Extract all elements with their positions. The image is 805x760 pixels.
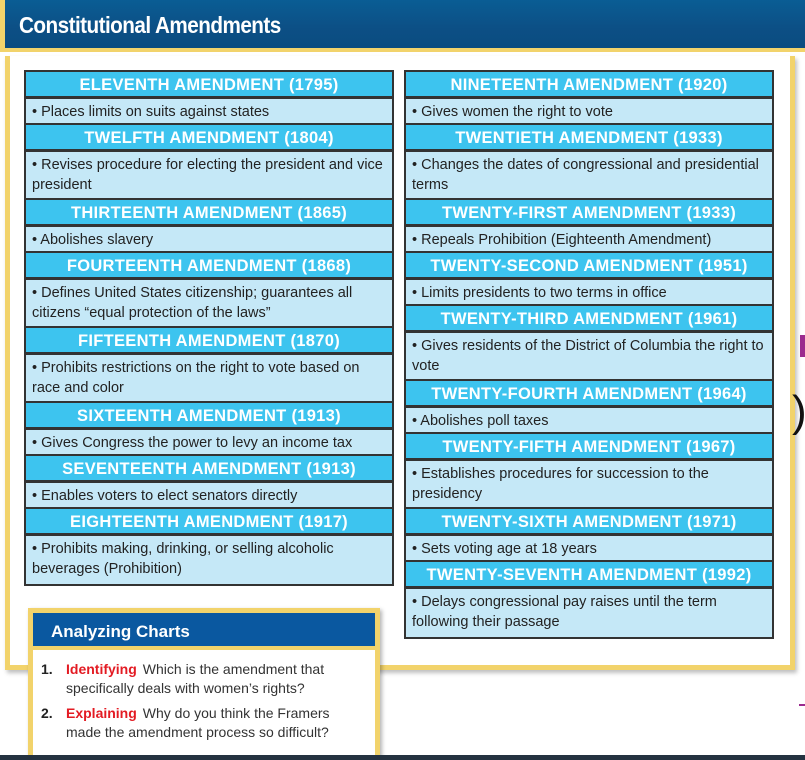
amendment-entry: THIRTEENTH AMENDMENT (1865) • Abolishes s…	[26, 200, 392, 253]
amendment-heading: TWENTIETH AMENDMENT (1933)	[406, 125, 772, 151]
amendment-description: • Gives women the right to vote	[406, 98, 772, 125]
amendment-description: • Defines United States citizenship; gua…	[26, 279, 392, 328]
amendment-entry: EIGHTEENTH AMENDMENT (1917) • Prohibits m…	[26, 509, 392, 584]
amendment-heading: SIXTEENTH AMENDMENT (1913)	[26, 403, 392, 429]
amendment-heading: TWENTY-SIXTH AMENDMENT (1971)	[406, 509, 772, 535]
margin-mark	[800, 335, 805, 357]
amendment-description: • Limits presidents to two terms in offi…	[406, 279, 772, 306]
amendment-heading: TWENTY-SECOND AMENDMENT (1951)	[406, 253, 772, 279]
amendment-description: • Gives residents of the District of Col…	[406, 332, 772, 381]
amendment-heading: NINETEENTH AMENDMENT (1920)	[406, 72, 772, 98]
amendment-description: • Gives Congress the power to levy an in…	[26, 429, 392, 456]
amendment-entry: TWENTY-FIRST AMENDMENT (1933) • Repeals P…	[406, 200, 772, 253]
amendment-description: • Abolishes poll taxes	[406, 407, 772, 434]
question-text: Which is the amendment that specifically…	[66, 661, 325, 696]
amendment-entry: TWENTY-SECOND AMENDMENT (1951) • Limits p…	[406, 253, 772, 306]
chart-title-bar: Constitutional Amendments	[0, 0, 805, 52]
amendment-heading: TWELFTH AMENDMENT (1804)	[26, 125, 392, 151]
amendment-description: • Repeals Prohibition (Eighteenth Amendm…	[406, 226, 772, 253]
bracket-mark: )	[792, 390, 805, 434]
amendment-description: • Enables voters to elect senators direc…	[26, 482, 392, 509]
amendment-entry: TWENTIETH AMENDMENT (1933) • Changes the …	[406, 125, 772, 200]
amendment-description: • Prohibits restrictions on the right to…	[26, 354, 392, 403]
amendment-description: • Establishes procedures for succession …	[406, 460, 772, 509]
chart-title: Constitutional Amendments	[19, 12, 281, 38]
amendment-description: • Delays congressional pay raises until …	[406, 588, 772, 637]
amendment-heading: THIRTEENTH AMENDMENT (1865)	[26, 200, 392, 226]
amendment-entry: FOURTEENTH AMENDMENT (1868) • Defines Uni…	[26, 253, 392, 328]
amendment-description: • Revises procedure for electing the pre…	[26, 151, 392, 200]
amendment-description: • Prohibits making, drinking, or selling…	[26, 535, 392, 584]
analyzing-charts-box: Analyzing Charts 1. Identifying Which is t…	[28, 608, 380, 760]
analyzing-charts-title: Analyzing Charts	[33, 613, 375, 650]
amendment-entry: TWENTY-SIXTH AMENDMENT (1971) • Sets voti…	[406, 509, 772, 562]
question-number: 2.	[41, 705, 53, 721]
question-number: 1.	[41, 661, 53, 677]
amendment-heading: TWENTY-SEVENTH AMENDMENT (1992)	[406, 562, 772, 588]
amendment-description: • Sets voting age at 18 years	[406, 535, 772, 562]
amendment-entry: TWENTY-FIFTH AMENDMENT (1967) • Establish…	[406, 434, 772, 509]
amendment-entry: TWENTY-FOURTH AMENDMENT (1964) • Abolishe…	[406, 381, 772, 434]
amendment-heading: FIFTEENTH AMENDMENT (1870)	[26, 328, 392, 354]
amendment-heading: FOURTEENTH AMENDMENT (1868)	[26, 253, 392, 279]
amendment-entry: TWELFTH AMENDMENT (1804) • Revises proced…	[26, 125, 392, 200]
amendment-description: • Changes the dates of congressional and…	[406, 151, 772, 200]
amendment-heading: TWENTY-FIRST AMENDMENT (1933)	[406, 200, 772, 226]
amendment-entry: TWENTY-THIRD AMENDMENT (1961) • Gives res…	[406, 306, 772, 381]
amendment-heading: SEVENTEENTH AMENDMENT (1913)	[26, 456, 392, 482]
amendments-right-column: NINETEENTH AMENDMENT (1920) • Gives women…	[404, 70, 774, 639]
amendment-entry: FIFTEENTH AMENDMENT (1870) • Prohibits re…	[26, 328, 392, 403]
amendment-entry: NINETEENTH AMENDMENT (1920) • Gives women…	[406, 72, 772, 125]
question-item: 2. Explaining Why do you think the Framers…	[41, 704, 367, 742]
amendment-heading: TWENTY-FIFTH AMENDMENT (1967)	[406, 434, 772, 460]
bottom-strip	[0, 755, 805, 760]
question-keyword: Identifying	[66, 661, 137, 677]
amendment-heading: EIGHTEENTH AMENDMENT (1917)	[26, 509, 392, 535]
amendment-description: • Places limits on suits against states	[26, 98, 392, 125]
amendments-left-column: ELEVENTH AMENDMENT (1795) • Places limits…	[24, 70, 394, 586]
amendment-heading: TWENTY-THIRD AMENDMENT (1961)	[406, 306, 772, 332]
amendment-entry: TWENTY-SEVENTH AMENDMENT (1992) • Delays …	[406, 562, 772, 637]
question-text: Why do you think the Framers made the am…	[66, 705, 330, 740]
amendment-description: • Abolishes slavery	[26, 226, 392, 253]
margin-mark	[799, 704, 805, 706]
amendment-heading: TWENTY-FOURTH AMENDMENT (1964)	[406, 381, 772, 407]
question-keyword: Explaining	[66, 705, 137, 721]
amendment-heading: ELEVENTH AMENDMENT (1795)	[26, 72, 392, 98]
amendment-entry: SEVENTEENTH AMENDMENT (1913) • Enables vo…	[26, 456, 392, 509]
amendment-entry: SIXTEENTH AMENDMENT (1913) • Gives Congre…	[26, 403, 392, 456]
question-item: 1. Identifying Which is the amendment that…	[41, 660, 367, 698]
amendment-entry: ELEVENTH AMENDMENT (1795) • Places limits…	[26, 72, 392, 125]
